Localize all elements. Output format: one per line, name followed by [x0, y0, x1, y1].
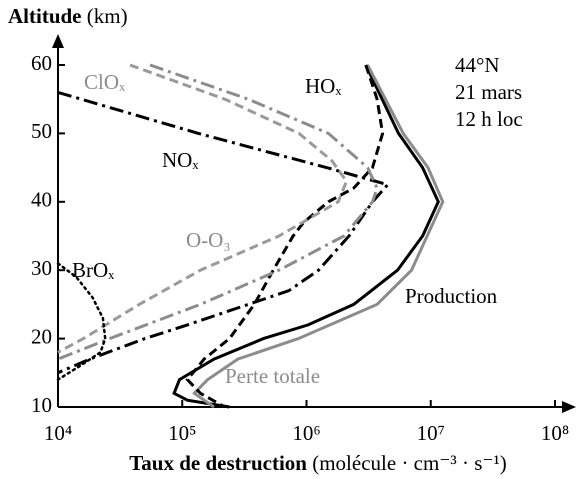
series-label: ClOₓ — [84, 70, 126, 94]
series-line — [57, 63, 349, 354]
x-tick-label: 10⁷ — [417, 421, 445, 445]
y-tick-label: 20 — [31, 324, 52, 348]
series-line — [56, 262, 107, 381]
series-line — [57, 90, 391, 375]
annotation: 12 h loc — [455, 107, 523, 131]
annotation: 21 mars — [455, 80, 522, 104]
y-tick-label: 60 — [31, 51, 52, 75]
x-axis-title: Taux de destruction (molécule · cm⁻³ · s… — [129, 451, 507, 475]
x-tick-label: 10⁶ — [292, 421, 320, 445]
x-tick-label: 10⁵ — [168, 421, 196, 445]
series-line — [185, 64, 385, 409]
x-tick-label: 10⁸ — [541, 421, 569, 445]
y-tick-label: 50 — [31, 119, 52, 143]
x-axis-arrow — [562, 401, 576, 413]
x-tick-label: 10⁴ — [44, 421, 72, 445]
y-tick-label: 30 — [31, 256, 52, 280]
series-label: O-O₃ — [186, 228, 231, 252]
y-unit: (km) — [87, 4, 128, 28]
x-label: Taux de destruction — [129, 451, 307, 475]
y-tick-label: 10 — [31, 393, 52, 417]
series-line — [57, 63, 379, 361]
series-line — [191, 64, 445, 409]
annotation: 44°N — [455, 53, 500, 77]
series-line — [172, 64, 440, 409]
y-label: Altitude — [8, 4, 82, 28]
series-label: HOₓ — [305, 74, 342, 98]
series-label: Production — [405, 284, 498, 308]
series-label: BrOₓ — [72, 258, 115, 282]
x-unit: (molécule · cm⁻³ · s⁻¹) — [312, 451, 507, 475]
series-label: NOₓ — [162, 148, 199, 172]
y-tick-label: 40 — [31, 188, 52, 212]
y-axis-title: Altitude (km) — [8, 4, 128, 28]
series-label: Perte totale — [225, 364, 320, 388]
y-axis-arrow — [52, 34, 64, 48]
